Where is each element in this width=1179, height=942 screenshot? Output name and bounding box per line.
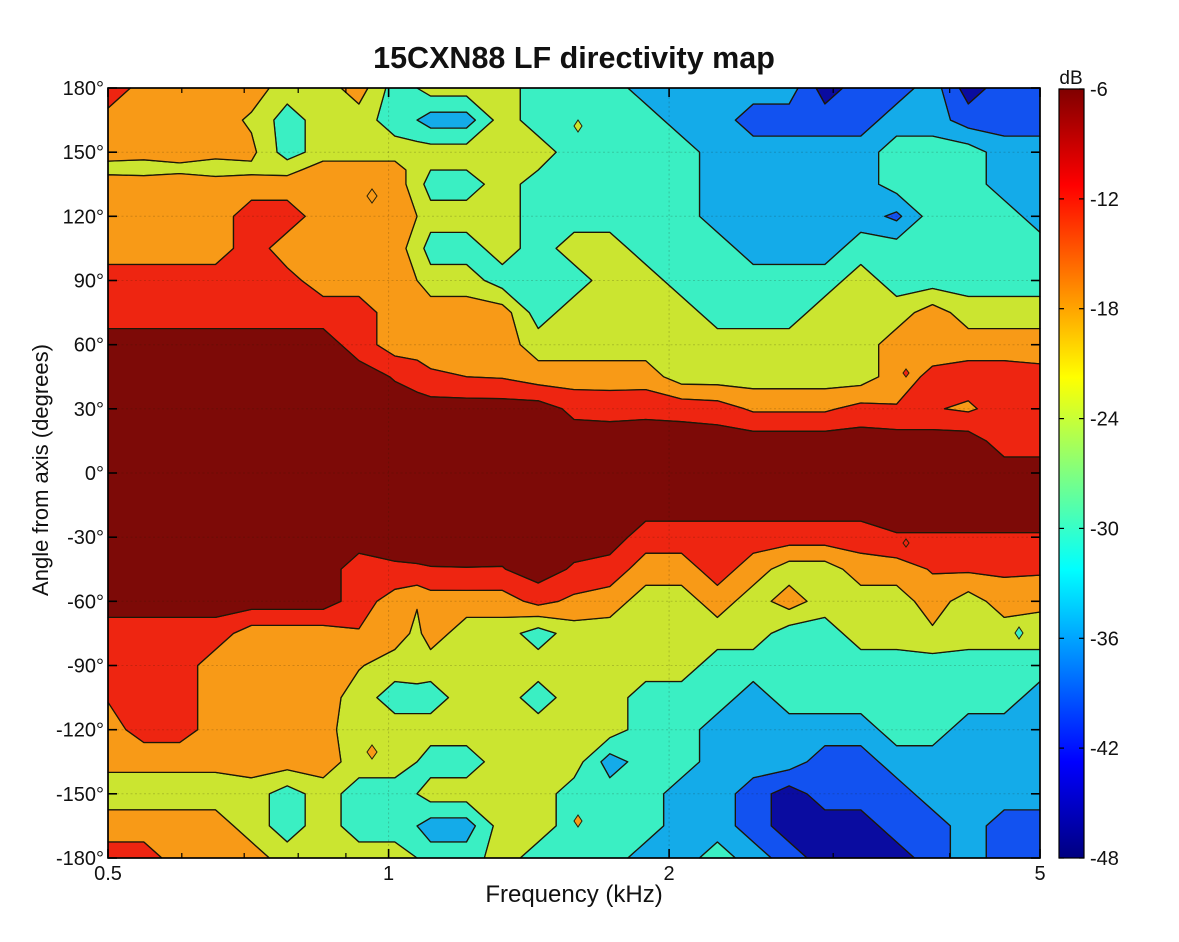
svg-text:15CXN88 LF directivity map: 15CXN88 LF directivity map — [373, 41, 775, 75]
svg-text:-180°: -180° — [56, 848, 104, 870]
svg-text:-150°: -150° — [56, 784, 104, 806]
svg-text:-90°: -90° — [67, 656, 104, 678]
svg-text:-48: -48 — [1090, 848, 1119, 870]
svg-text:Frequency (kHz): Frequency (kHz) — [485, 881, 662, 908]
svg-text:30°: 30° — [74, 399, 104, 421]
svg-text:-18: -18 — [1090, 299, 1119, 321]
svg-text:5: 5 — [1034, 863, 1045, 885]
svg-text:180°: 180° — [63, 78, 104, 100]
svg-text:-120°: -120° — [56, 720, 104, 742]
svg-text:-36: -36 — [1090, 628, 1119, 650]
svg-text:150°: 150° — [63, 142, 104, 164]
svg-text:-24: -24 — [1090, 409, 1119, 431]
svg-text:2: 2 — [664, 863, 675, 885]
svg-text:-6: -6 — [1090, 79, 1108, 101]
svg-text:1: 1 — [383, 863, 394, 885]
svg-text:90°: 90° — [74, 271, 104, 293]
svg-text:0.5: 0.5 — [94, 863, 122, 885]
svg-text:0°: 0° — [85, 463, 104, 485]
svg-text:dB: dB — [1059, 68, 1082, 89]
svg-text:120°: 120° — [63, 206, 104, 228]
svg-text:-30°: -30° — [67, 527, 104, 549]
svg-text:-60°: -60° — [67, 591, 104, 613]
svg-text:-12: -12 — [1090, 189, 1119, 211]
svg-text:Angle from axis (degrees): Angle from axis (degrees) — [28, 344, 53, 596]
svg-text:-42: -42 — [1090, 738, 1119, 760]
svg-text:-30: -30 — [1090, 518, 1119, 540]
svg-text:60°: 60° — [74, 335, 104, 357]
